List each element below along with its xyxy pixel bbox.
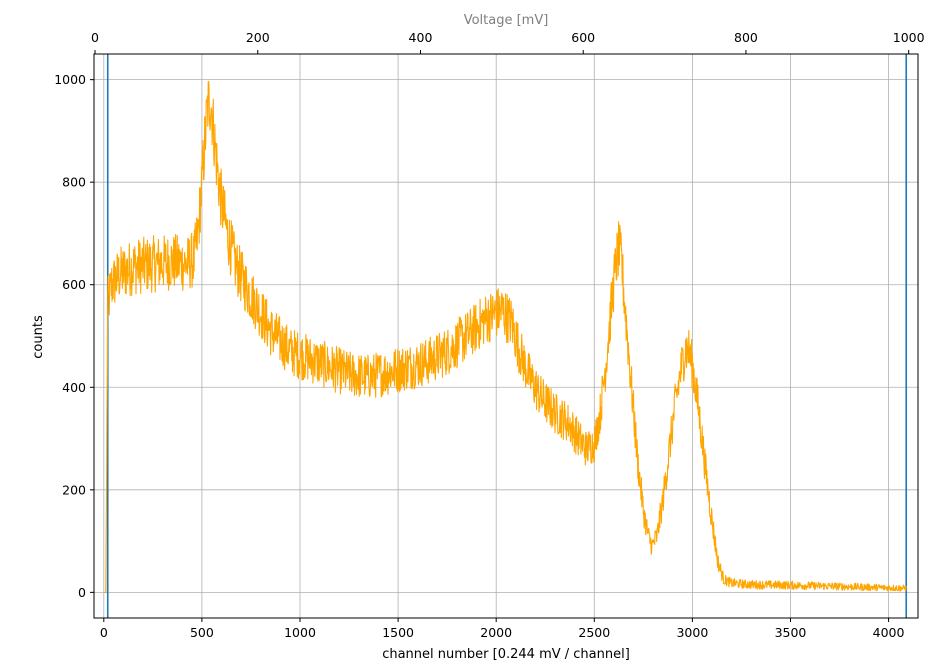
- secondary-x-axis-label: Voltage [mV]: [464, 13, 549, 28]
- y-tick-label: 400: [62, 380, 86, 395]
- plot-frame: [93, 53, 919, 619]
- x-tick-label: 1500: [382, 625, 414, 640]
- top-tick-label: 600: [571, 30, 595, 45]
- y-tick-label: 1000: [54, 72, 86, 87]
- y-tick-label: 600: [62, 277, 86, 292]
- x-tick-label: 1000: [284, 625, 316, 640]
- x-axis-ticks: 0 500 1000 1500 2000 2500 3000 3500 4000: [100, 618, 905, 640]
- top-tick-label: 800: [734, 30, 758, 45]
- series-line: [103, 80, 907, 593]
- x-tick-label: 500: [190, 625, 214, 640]
- top-tick-label: 200: [246, 30, 270, 45]
- y-tick-label: 0: [78, 585, 86, 600]
- x-tick-label: 4000: [873, 625, 905, 640]
- x-tick-label: 2500: [578, 625, 610, 640]
- top-tick-label: 0: [91, 30, 99, 45]
- y-axis-label: counts: [31, 315, 46, 359]
- x-tick-label: 0: [100, 625, 108, 640]
- y-axis-ticks: 0 200 400 600 800 1000: [54, 72, 94, 600]
- y-tick-label: 200: [62, 482, 86, 497]
- top-tick-label: 1000: [893, 30, 925, 45]
- secondary-x-axis-ticks: 0 200 400 600 800 1000: [91, 30, 925, 54]
- y-tick-label: 800: [62, 175, 86, 190]
- series-group: [103, 80, 907, 593]
- top-tick-label: 400: [409, 30, 433, 45]
- x-tick-label: 2000: [480, 625, 512, 640]
- x-tick-label: 3500: [775, 625, 807, 640]
- x-tick-label: 3000: [676, 625, 708, 640]
- grid-lines: [94, 54, 918, 618]
- x-axis-label: channel number [0.244 mV / channel]: [382, 647, 630, 662]
